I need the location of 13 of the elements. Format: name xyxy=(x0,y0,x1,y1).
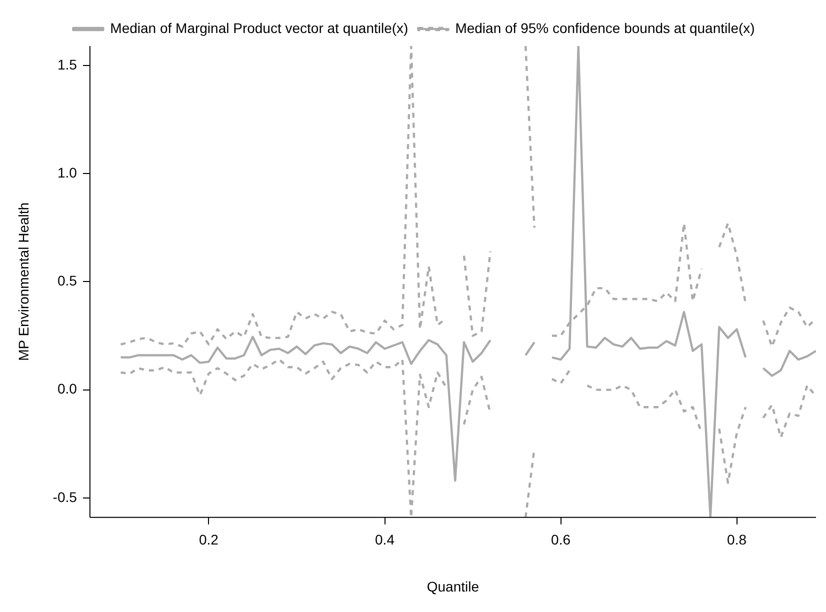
legend-label: Median of Marginal Product vector at quantile(x) xyxy=(110,20,408,36)
x-tick-label: 0.6 xyxy=(551,532,571,548)
y-tick-label: 1.5 xyxy=(57,56,78,72)
y-tick-label: 0.5 xyxy=(57,272,78,289)
x-tick-label: 0.8 xyxy=(727,532,747,548)
x-axis-title: Quantile xyxy=(426,578,480,594)
y-tick-label: 1.0 xyxy=(57,164,78,180)
legend-label: Median of 95% confidence bounds at quantile(x) xyxy=(455,20,755,36)
y-tick-label: -0.5 xyxy=(52,488,78,505)
y-axis-title: MP Environmental Health xyxy=(15,202,32,361)
x-tick-label: 0.4 xyxy=(375,532,395,548)
x-tick-label: 0.2 xyxy=(199,532,219,548)
y-tick-label: 0.0 xyxy=(57,380,78,397)
